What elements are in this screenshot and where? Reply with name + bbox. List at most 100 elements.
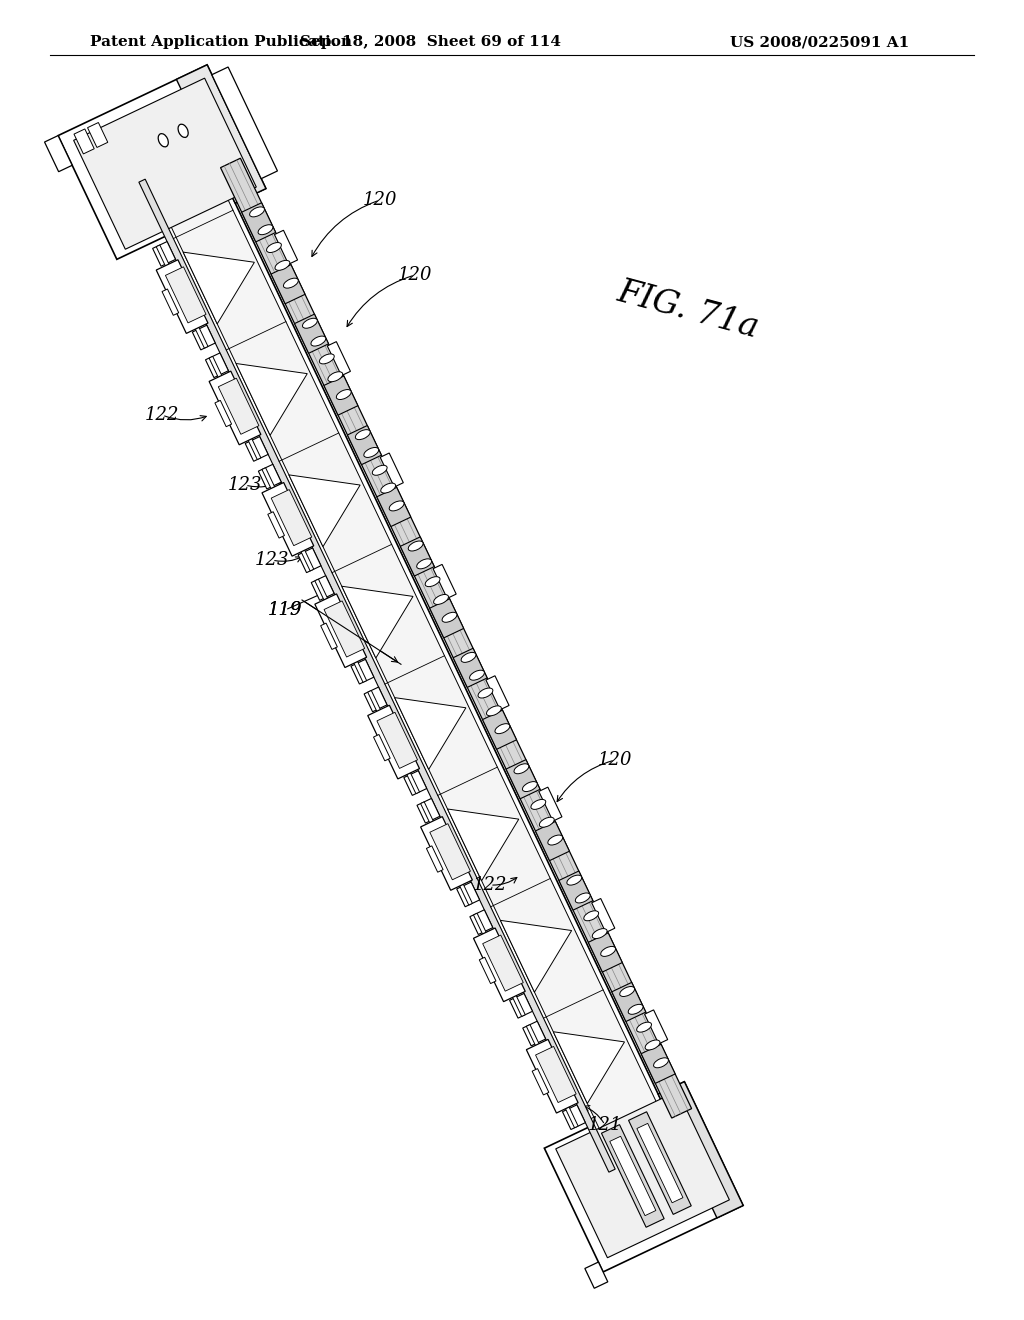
Polygon shape [153,242,175,267]
Polygon shape [510,994,532,1018]
Polygon shape [486,676,509,710]
Polygon shape [157,246,208,348]
Polygon shape [262,467,313,572]
Polygon shape [245,437,268,461]
Ellipse shape [355,429,371,440]
Polygon shape [368,705,420,779]
Text: 120: 120 [362,191,397,209]
Polygon shape [585,1262,608,1288]
Polygon shape [166,267,206,323]
Ellipse shape [470,671,484,680]
Polygon shape [347,425,381,465]
Polygon shape [324,601,365,657]
Polygon shape [183,252,254,323]
Polygon shape [365,686,387,711]
Ellipse shape [548,836,562,845]
Polygon shape [433,565,457,598]
Polygon shape [394,697,466,770]
Ellipse shape [628,1005,643,1014]
Polygon shape [258,465,282,488]
Polygon shape [403,771,427,796]
Polygon shape [289,475,360,546]
Polygon shape [351,659,374,684]
Polygon shape [609,1137,655,1216]
Polygon shape [641,1044,675,1084]
Polygon shape [553,1032,625,1104]
Polygon shape [87,123,108,148]
Polygon shape [501,920,571,993]
Polygon shape [218,379,259,434]
Polygon shape [374,734,390,760]
Ellipse shape [178,124,188,137]
Ellipse shape [620,986,635,997]
Polygon shape [193,325,215,350]
Polygon shape [220,158,691,1118]
Ellipse shape [250,207,264,216]
Polygon shape [368,690,420,793]
Ellipse shape [266,243,282,252]
Ellipse shape [373,465,387,475]
Text: 120: 120 [598,751,632,770]
Polygon shape [267,512,285,539]
Ellipse shape [637,1022,651,1032]
Polygon shape [562,1105,586,1130]
Text: 123: 123 [255,550,289,569]
Polygon shape [482,935,523,991]
Polygon shape [482,710,516,750]
Polygon shape [629,1111,691,1214]
Polygon shape [536,1047,577,1102]
Ellipse shape [461,652,476,663]
Ellipse shape [653,1057,669,1068]
Polygon shape [539,787,562,821]
Polygon shape [74,78,256,249]
Polygon shape [479,957,496,983]
Ellipse shape [575,892,590,903]
Polygon shape [589,933,623,972]
Polygon shape [526,1039,579,1113]
Ellipse shape [522,781,538,792]
Polygon shape [536,821,569,861]
Polygon shape [140,149,679,1171]
Polygon shape [426,846,443,873]
Ellipse shape [592,928,607,939]
Polygon shape [559,871,593,911]
Text: Patent Application Publication: Patent Application Publication [90,36,352,49]
Polygon shape [377,487,411,527]
Polygon shape [421,817,472,890]
Polygon shape [611,982,646,1022]
Polygon shape [556,1090,729,1258]
Text: 120: 120 [397,267,432,284]
Ellipse shape [425,577,440,586]
Text: 119: 119 [267,601,302,619]
Ellipse shape [158,133,168,147]
Polygon shape [644,1010,668,1044]
Polygon shape [262,483,313,556]
Text: Sep. 18, 2008  Sheet 69 of 114: Sep. 18, 2008 Sheet 69 of 114 [299,36,560,49]
Ellipse shape [258,224,273,235]
Ellipse shape [442,612,457,622]
Ellipse shape [381,483,395,494]
Polygon shape [139,180,615,1172]
Polygon shape [457,882,479,907]
Polygon shape [601,1125,665,1228]
Polygon shape [377,713,418,768]
Text: 122: 122 [473,876,507,894]
Text: 123: 123 [227,477,262,494]
Ellipse shape [302,318,317,329]
Polygon shape [592,899,614,932]
Polygon shape [430,599,464,638]
Ellipse shape [389,500,404,511]
Ellipse shape [478,688,493,698]
Ellipse shape [495,723,510,734]
Polygon shape [176,65,266,203]
Polygon shape [545,1081,743,1272]
Polygon shape [522,1022,546,1045]
Text: 121: 121 [588,1115,623,1134]
Polygon shape [324,376,358,416]
Polygon shape [400,537,434,576]
Polygon shape [421,801,472,906]
Ellipse shape [486,706,502,715]
Ellipse shape [530,800,546,809]
Polygon shape [447,809,519,880]
Ellipse shape [645,1040,659,1049]
